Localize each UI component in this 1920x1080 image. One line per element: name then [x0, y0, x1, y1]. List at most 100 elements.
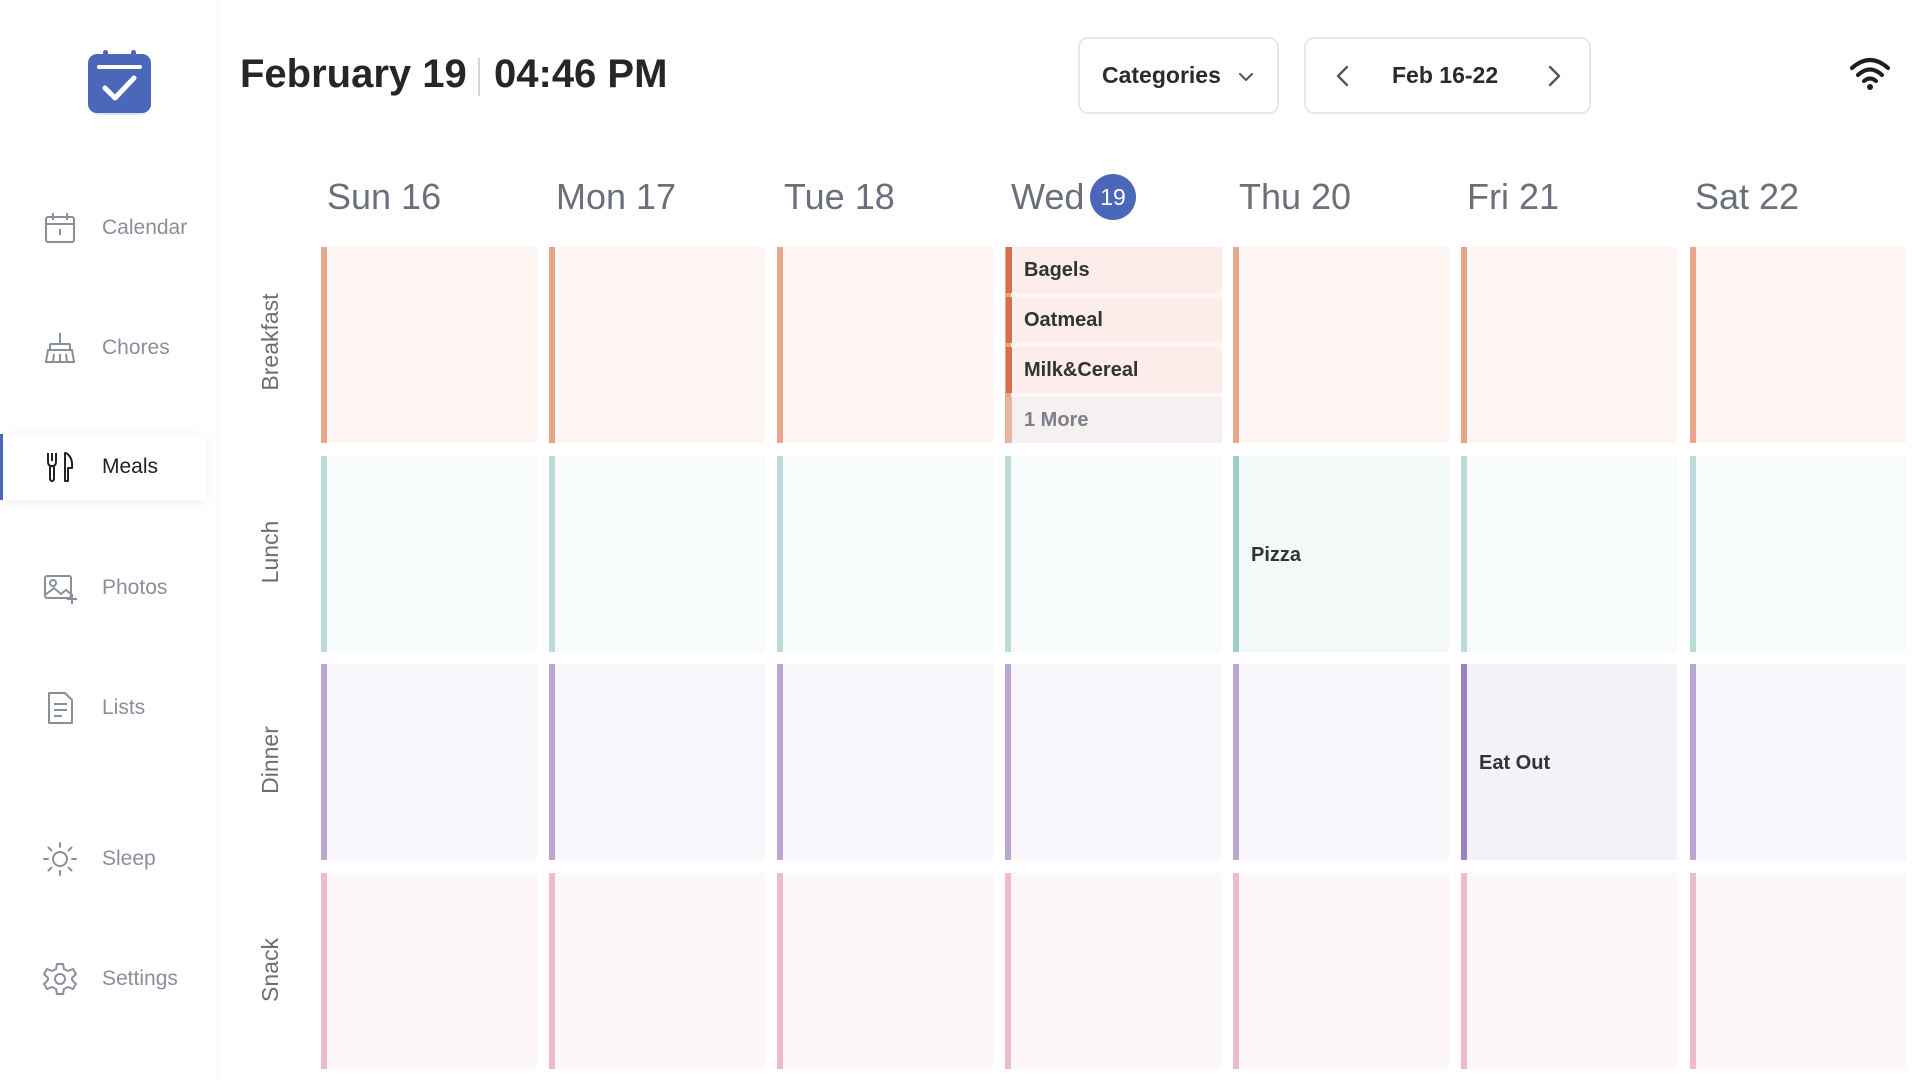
cell-color-bar [1461, 664, 1467, 860]
day-header-sat: Sat 22 [1695, 176, 1800, 217]
broom-icon [44, 333, 76, 363]
cell-color-bar [1690, 664, 1696, 860]
meal-cell-thu-dinner[interactable] [1233, 664, 1449, 860]
cell-color-bar [321, 247, 327, 443]
sidebar-item-label: Photos [102, 576, 168, 599]
entry-label: Oatmeal [1024, 308, 1103, 331]
meal-cell-sat-breakfast[interactable] [1690, 247, 1906, 443]
sidebar-item-chores[interactable]: Chores [0, 315, 206, 381]
categories-dropdown[interactable]: Categories [1078, 37, 1279, 114]
sidebar-item-calendar[interactable]: Calendar [0, 195, 206, 261]
entry-label: Milk&Cereal [1024, 358, 1139, 381]
list-document-icon [48, 692, 73, 724]
cell-color-bar [549, 456, 555, 652]
sidebar-item-sleep[interactable]: Sleep [0, 826, 206, 892]
sidebar-item-label: Lists [102, 696, 146, 719]
sidebar-item-settings[interactable]: Settings [0, 946, 206, 1012]
meal-cell-sun-lunch[interactable] [321, 456, 537, 652]
cell-color-bar [1690, 247, 1696, 443]
meal-cell-thu-lunch[interactable] [1233, 456, 1449, 652]
meal-cell-sat-lunch[interactable] [1690, 456, 1906, 652]
meal-entry-eat-out[interactable]: Eat Out [1479, 752, 1551, 774]
meal-entry-oatmeal[interactable]: Oatmeal [1006, 297, 1222, 343]
cell-color-bar [549, 664, 555, 860]
meal-cell-thu-snack[interactable] [1233, 873, 1449, 1069]
meal-cell-fri-lunch[interactable] [1461, 456, 1677, 652]
photo-add-icon [44, 575, 77, 604]
entry-color-bar [1006, 247, 1012, 293]
week-navigator: Feb 16-22 [1304, 37, 1591, 114]
meal-cell-sun-breakfast[interactable] [321, 247, 537, 443]
meal-entry-pizza[interactable]: Pizza [1251, 544, 1302, 566]
cell-color-bar [1005, 247, 1011, 443]
categories-label: Categories [1102, 62, 1221, 88]
sidebar-item-label: Meals [102, 455, 159, 478]
meal-cell-wed-snack[interactable] [1005, 873, 1221, 1069]
meal-cell-mon-snack[interactable] [549, 873, 765, 1069]
current-date: February 19 [240, 52, 467, 96]
meal-cell-tue-snack[interactable] [777, 873, 993, 1069]
chevron-right-icon[interactable] [1539, 61, 1569, 91]
row-label-lunch: Lunch [257, 520, 283, 584]
meal-cell-sat-dinner[interactable] [1690, 664, 1906, 860]
cell-color-bar [1461, 456, 1467, 652]
current-time: 04:46 PM [494, 52, 668, 96]
sidebar-item-label: Settings [102, 967, 178, 990]
meal-entry-milk-cereal[interactable]: Milk&Cereal [1006, 347, 1222, 393]
sidebar-item-lists[interactable]: Lists [0, 675, 206, 741]
gear-icon [43, 963, 77, 995]
header-divider [478, 58, 480, 96]
meal-cell-tue-breakfast[interactable] [777, 247, 993, 443]
meal-cell-wed-lunch[interactable] [1005, 456, 1221, 652]
cell-color-bar [549, 247, 555, 443]
sidebar-item-label: Sleep [102, 847, 156, 870]
day-header-fri: Fri 21 [1467, 176, 1560, 217]
meal-cell-sun-dinner[interactable] [321, 664, 537, 860]
cell-color-bar [1461, 247, 1467, 443]
calendar-icon [45, 213, 75, 243]
row-label-dinner: Dinner [257, 726, 283, 794]
meal-cell-wed-dinner[interactable] [1005, 664, 1221, 860]
cell-color-bar [777, 456, 783, 652]
sidebar-item-photos[interactable]: Photos [0, 555, 206, 621]
utensils-icon [47, 452, 74, 482]
cell-color-bar [1005, 664, 1011, 860]
day-header-sun: Sun 16 [327, 176, 442, 217]
meal-cell-fri-snack[interactable] [1461, 873, 1677, 1069]
cell-color-bar [1005, 873, 1011, 1069]
more-entries-label: 1 More [1024, 408, 1089, 431]
cell-color-bar [549, 873, 555, 1069]
chevron-left-icon[interactable] [1328, 61, 1358, 91]
meal-cell-mon-breakfast[interactable] [549, 247, 765, 443]
sidebar: Calendar Chores Meals Photos [0, 0, 218, 1080]
more-entries-link[interactable]: 1 More [1006, 397, 1222, 443]
entry-label: Bagels [1024, 258, 1090, 281]
meal-cell-fri-dinner[interactable] [1461, 664, 1677, 860]
meal-cell-mon-lunch[interactable] [549, 456, 765, 652]
cell-color-bar [1233, 456, 1239, 652]
wifi-icon [1850, 58, 1890, 90]
meal-cell-tue-lunch[interactable] [777, 456, 993, 652]
cell-color-bar [321, 873, 327, 1069]
meal-cell-sat-snack[interactable] [1690, 873, 1906, 1069]
sidebar-item-label: Calendar [102, 216, 188, 239]
app-logo-icon [88, 50, 151, 115]
entry-color-bar [1006, 397, 1012, 443]
cell-color-bar [777, 873, 783, 1069]
meal-cell-thu-breakfast[interactable] [1233, 247, 1449, 443]
meal-cell-sun-snack[interactable] [321, 873, 537, 1069]
day-header-mon: Mon 17 [556, 176, 677, 217]
meal-cell-fri-breakfast[interactable] [1461, 247, 1677, 443]
sidebar-item-meals[interactable]: Meals [0, 434, 206, 500]
meal-cell-mon-dinner[interactable] [549, 664, 765, 860]
meal-cell-tue-dinner[interactable] [777, 664, 993, 860]
entry-color-bar [1006, 347, 1012, 393]
meal-entry-bagels[interactable]: Bagels [1006, 247, 1222, 293]
row-label-snack: Snack [257, 938, 283, 1002]
cell-color-bar [1461, 873, 1467, 1069]
day-header-wed: Wed [1011, 176, 1085, 217]
cell-color-bar [777, 247, 783, 443]
cell-color-bar [777, 664, 783, 860]
row-label-breakfast: Breakfast [257, 293, 283, 391]
cell-color-bar [1233, 664, 1239, 860]
